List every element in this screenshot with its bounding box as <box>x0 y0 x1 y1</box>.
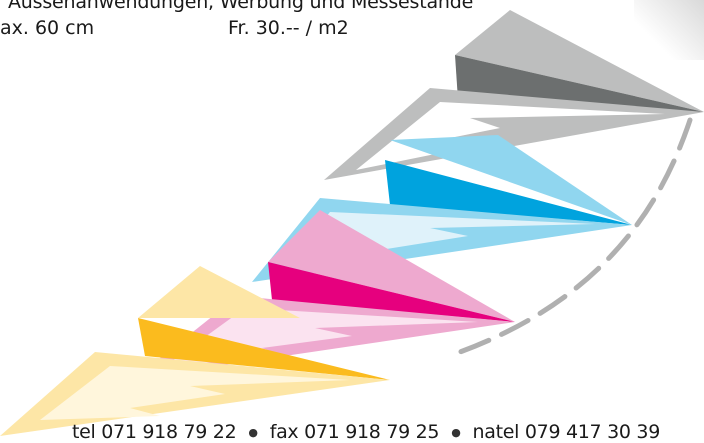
yellow-plane <box>0 266 390 436</box>
separator-dot-icon: ● <box>248 426 258 439</box>
yellow-plane-inner <box>40 366 350 420</box>
magenta-plane-top-wing <box>268 210 515 322</box>
gray-plane-top-wing <box>455 10 704 112</box>
yellow-plane-dark-body <box>138 318 390 380</box>
cyan-plane-dark-body <box>385 160 632 225</box>
contact-line: tel 071 918 79 22 ● fax 071 918 79 25 ● nate… <box>72 421 660 443</box>
header-price-text: Fr. 30.-- / m2 <box>228 17 349 39</box>
header-usage-text: Aussenanwendungen, Werbung und Messestän… <box>8 0 474 13</box>
yellow-plane-top-wing <box>138 266 300 318</box>
contact-natel: natel 079 417 30 39 <box>472 421 661 443</box>
magenta-plane-dark-body <box>268 262 515 322</box>
contact-tel: tel 071 918 79 22 <box>72 421 237 443</box>
contact-fax: fax 071 918 79 25 <box>269 421 440 443</box>
page-corner-shadow <box>634 0 704 60</box>
separator-dot-icon: ● <box>451 426 461 439</box>
flight-trail-arc <box>457 117 693 355</box>
cyan-plane-top-wing <box>390 135 632 225</box>
header-size-text: ax. 60 cm <box>0 17 95 39</box>
